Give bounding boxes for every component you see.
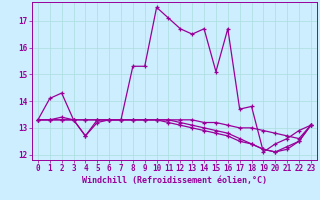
X-axis label: Windchill (Refroidissement éolien,°C): Windchill (Refroidissement éolien,°C) bbox=[82, 176, 267, 185]
